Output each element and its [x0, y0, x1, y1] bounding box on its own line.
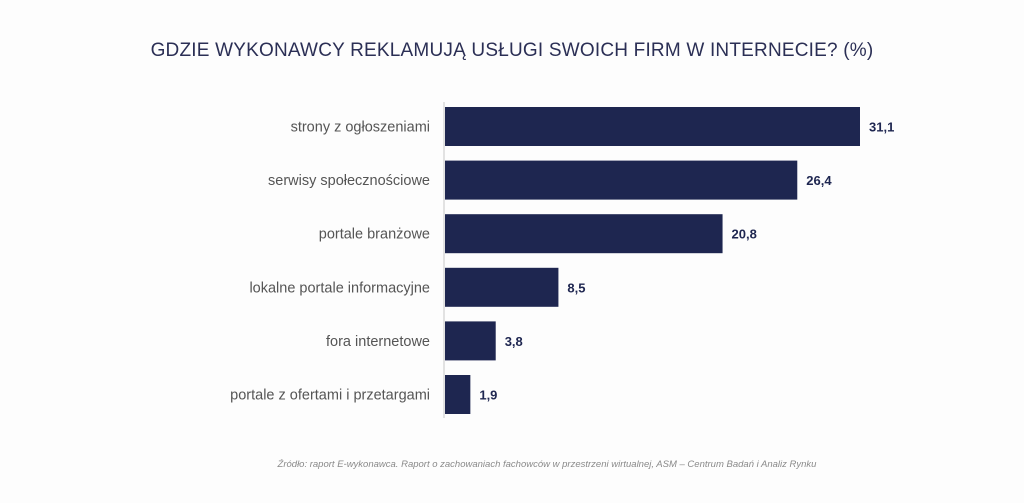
category-label: portale z ofertami i przetargami — [230, 388, 430, 404]
bar — [445, 267, 559, 307]
bar — [445, 321, 496, 361]
value-label: 1,9 — [479, 388, 497, 403]
bar — [445, 107, 860, 146]
category-label: strony z ogłoszeniami — [291, 120, 430, 136]
bar — [445, 375, 471, 414]
source-note: Źródło: raport E-wykonawca. Raport o zac… — [277, 459, 817, 470]
value-label: 20,8 — [732, 227, 757, 242]
bar — [445, 214, 723, 254]
value-label: 31,1 — [869, 120, 894, 135]
category-label: fora internetowe — [326, 334, 430, 350]
category-label: lokalne portale informacyjne — [249, 280, 430, 296]
category-label: serwisy społecznościowe — [268, 173, 430, 189]
value-label: 3,8 — [505, 334, 523, 349]
value-label: 8,5 — [567, 280, 585, 295]
bars-group: strony z ogłoszeniami 31,1 serwisy społecz… — [230, 107, 894, 414]
category-label: portale branżowe — [319, 227, 430, 243]
chart-title: GDZIE WYKONAWCY REKLAMUJĄ USŁUGI SWOICH … — [150, 40, 874, 61]
bar — [445, 160, 798, 200]
value-label: 26,4 — [806, 173, 832, 188]
